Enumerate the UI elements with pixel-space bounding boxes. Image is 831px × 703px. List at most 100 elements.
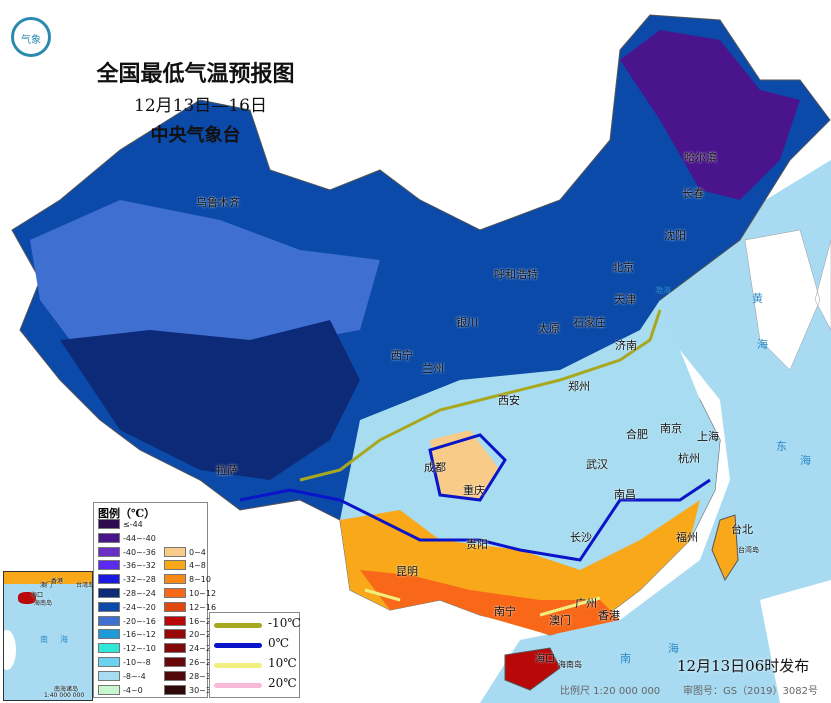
isoline-label: -10℃ xyxy=(268,616,301,630)
legend-swatch xyxy=(164,574,186,585)
isoline-legend-item: -10℃ xyxy=(214,616,301,634)
legend-swatch xyxy=(98,643,120,654)
city-label: 香港 xyxy=(598,609,620,622)
legend-swatch xyxy=(98,519,120,529)
legend-swatch xyxy=(164,670,186,681)
legend-label: 8~10 xyxy=(189,575,211,585)
legend-label: 16~20 xyxy=(189,616,217,626)
isoline-legend-item: 10℃ xyxy=(214,656,300,674)
city-label: 郑州 xyxy=(568,380,590,393)
city-label: 台北 xyxy=(731,523,753,536)
legend-label: 28~30 xyxy=(189,671,217,681)
legend-label: 30~32 xyxy=(189,685,217,695)
city-label: 海口 xyxy=(535,654,555,665)
date-range: 12月13日—16日 xyxy=(134,96,267,116)
sea-label: 海 xyxy=(800,454,811,467)
city-label: 长春 xyxy=(682,187,704,200)
sea-label: 东 xyxy=(776,440,787,453)
isoline-legend-item: 20℃ xyxy=(214,676,300,694)
map-title: 全国最低气温预报图 xyxy=(96,61,295,87)
issuer: 中央气象台 xyxy=(150,125,241,146)
city-label: 贵阳 xyxy=(466,538,488,551)
legend-swatch xyxy=(164,643,186,654)
legend-label: -16~-12 xyxy=(123,630,156,640)
isoline-10 xyxy=(364,588,601,617)
korea-japan-land xyxy=(744,229,831,371)
city-label: 乌鲁木齐 xyxy=(196,196,240,209)
inset-label: 澳门 xyxy=(40,582,53,589)
legend-swatch xyxy=(98,588,120,598)
legend-swatch xyxy=(98,574,120,585)
isoline-swatch xyxy=(214,643,262,648)
legend-label: 4~8 xyxy=(189,561,206,571)
logo-text: 气象 xyxy=(21,35,41,46)
map-scale: 比例尺 1:20 000 000 xyxy=(560,686,661,697)
isoline-label: 0℃ xyxy=(268,636,290,650)
taiwan-island xyxy=(711,514,739,582)
city-label: 沈阳 xyxy=(664,229,686,242)
legend-swatch xyxy=(98,615,120,626)
legend-label: 20~24 xyxy=(189,630,217,640)
legend-swatch xyxy=(164,546,186,557)
isoline-legend: -10℃ 0℃ 10℃ 20℃ xyxy=(209,612,301,698)
legend-swatch xyxy=(164,560,186,571)
city-label: 天津 xyxy=(614,293,636,306)
legend-label: ≤-44 xyxy=(123,520,143,529)
guangdong-warm-zone xyxy=(360,570,620,635)
isoline-label: 20℃ xyxy=(268,676,297,690)
inset-label: 海南岛 xyxy=(34,600,53,607)
inset-label: 台湾岛 xyxy=(76,582,93,589)
sea-label: 海 xyxy=(668,642,679,655)
legend-label: 26~28 xyxy=(189,658,217,667)
legend-swatch xyxy=(98,532,120,543)
city-label: 济南 xyxy=(615,339,637,352)
legend-swatch xyxy=(164,615,186,626)
sea-label: 黄 xyxy=(752,292,763,305)
city-label: 西宁 xyxy=(391,349,413,362)
legend-label: -12~-10 xyxy=(123,644,156,654)
city-label: 福州 xyxy=(676,531,698,544)
city-label: 兰州 xyxy=(422,362,444,375)
legend-swatch xyxy=(98,601,120,612)
sea-label: 渤海 xyxy=(655,286,671,295)
isoline-minus10 xyxy=(299,309,662,482)
city-label: 成都 xyxy=(424,461,446,474)
hainan-island xyxy=(504,647,561,691)
inset-sea-label: 南 xyxy=(40,635,48,644)
city-label: 银川 xyxy=(456,316,478,329)
isoline-swatch xyxy=(214,683,262,688)
legend-swatch xyxy=(98,670,120,681)
city-label: 昆明 xyxy=(396,565,418,578)
tibet-cold-zone xyxy=(60,320,360,480)
city-label: 呼和浩特 xyxy=(494,268,538,281)
legend-swatch xyxy=(164,588,186,598)
city-label: 澳门 xyxy=(549,614,571,627)
city-label: 长沙 xyxy=(570,531,592,544)
south-china-sea-inset: 澳门 香港 台湾岛 海口 海南岛 南 海 南海诸岛 1:40 000 000 xyxy=(3,571,93,701)
legend-label: 24~26 xyxy=(189,644,217,654)
legend-swatch xyxy=(98,546,120,557)
city-label: 北京 xyxy=(612,261,634,274)
legend-swatch xyxy=(98,560,120,571)
island-label: 海南岛 xyxy=(558,660,582,669)
inset-sea-label: 海 xyxy=(60,635,68,644)
legend-label: -28~-24 xyxy=(123,589,156,598)
city-label: 石家庄 xyxy=(573,316,606,329)
isoline-legend-item: 0℃ xyxy=(214,636,300,654)
city-label: 重庆 xyxy=(463,484,485,497)
city-label: 南昌 xyxy=(614,488,636,501)
legend-label: -44~-40 xyxy=(123,533,156,543)
legend-label: -10~-8 xyxy=(123,658,151,667)
inset-label: 海口 xyxy=(31,592,44,599)
isoline-label: 10℃ xyxy=(268,656,297,670)
sea-label: 南 xyxy=(620,652,631,665)
legend-label: 0~4 xyxy=(189,547,206,557)
sea-area xyxy=(480,160,831,703)
city-label: 太原 xyxy=(538,322,560,335)
legend: 图例（℃） ≤-44 -44~-40 -40~-36 -36~-32 -32~-28 -2… xyxy=(93,502,216,698)
legend-label: -8~-4 xyxy=(123,671,146,681)
legend-swatch xyxy=(164,684,186,695)
map-approval-number: 审图号：GS（2019）3082号 xyxy=(683,686,818,697)
